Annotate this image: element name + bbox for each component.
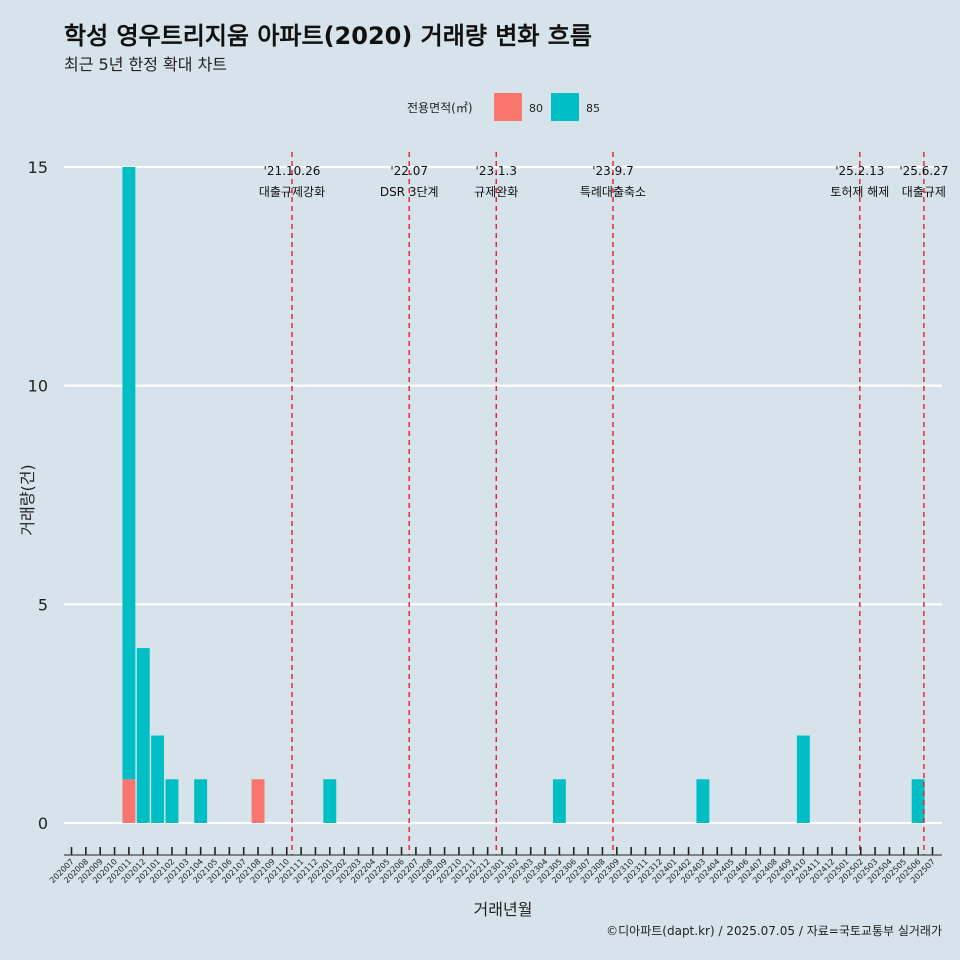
bar-85-202104 xyxy=(194,779,208,823)
legend-label-80: 80 xyxy=(529,102,543,115)
bar-85-202101 xyxy=(151,735,165,823)
y-tick-label: 10 xyxy=(28,377,48,396)
x-axis-title: 거래년월 xyxy=(474,900,533,919)
annotation-label: 대출규제강화 xyxy=(259,185,325,199)
annotation-date: '25.6.27 xyxy=(899,164,948,178)
annotation-label: 규제완화 xyxy=(474,185,518,199)
policy-lines xyxy=(291,152,925,855)
x-axis: 2020072020082020092020102020112020122021… xyxy=(48,847,942,885)
annotation-date: '21.10.26 xyxy=(264,164,321,178)
annotation-date: '22.07 xyxy=(390,164,428,178)
policy-annotations: '21.10.26 대출규제강화 '22.07 DSR 3단계 '23.1.3 규제완화 '… xyxy=(259,164,949,199)
bar-85-202102 xyxy=(165,779,179,823)
y-tick-labels: 0 5 10 15 xyxy=(28,158,48,833)
y-axis-title: 거래량(건) xyxy=(18,464,37,535)
annotation-date: '23.9.7 xyxy=(592,164,633,178)
annotation-label: 대출규제 xyxy=(902,185,946,199)
legend-title: 전용면적(㎡) xyxy=(407,101,473,115)
legend-key-80 xyxy=(494,93,522,121)
bar-80-202011 xyxy=(122,779,136,823)
bar-85-202201 xyxy=(323,779,337,823)
bar-80-202108 xyxy=(251,779,265,823)
bar-85-202506 xyxy=(911,779,925,823)
legend: 전용면적(㎡) 80 85 xyxy=(407,93,600,121)
annotation-date: '23.1.3 xyxy=(476,164,517,178)
y-tick-label: 5 xyxy=(38,595,48,614)
annotation-label: 토허제 해제 xyxy=(830,185,889,199)
bar-85-202012 xyxy=(136,648,150,823)
legend-label-85: 85 xyxy=(586,102,600,115)
chart-caption: ©디아파트(dapt.kr) / 2025.07.05 / 자료=국토교통부 실… xyxy=(606,924,942,938)
bar-85-202305 xyxy=(552,779,566,823)
bars xyxy=(122,167,925,823)
y-gridlines xyxy=(64,165,942,825)
chart-title: 학성 영우트리지움 아파트(2020) 거래량 변화 흐름 xyxy=(64,22,592,50)
bar-85-202410 xyxy=(796,735,810,823)
annotation-label: 특례대출축소 xyxy=(580,185,646,199)
annotation-label: DSR 3단계 xyxy=(380,185,439,199)
y-tick-label: 15 xyxy=(28,158,48,177)
annotation-date: '25.2.13 xyxy=(835,164,884,178)
bar-85-202403 xyxy=(696,779,710,823)
y-tick-label: 0 xyxy=(38,814,48,833)
legend-key-85 xyxy=(551,93,579,121)
chart-subtitle: 최근 5년 한정 확대 차트 xyxy=(64,55,227,74)
bar-85-202011 xyxy=(122,167,136,780)
